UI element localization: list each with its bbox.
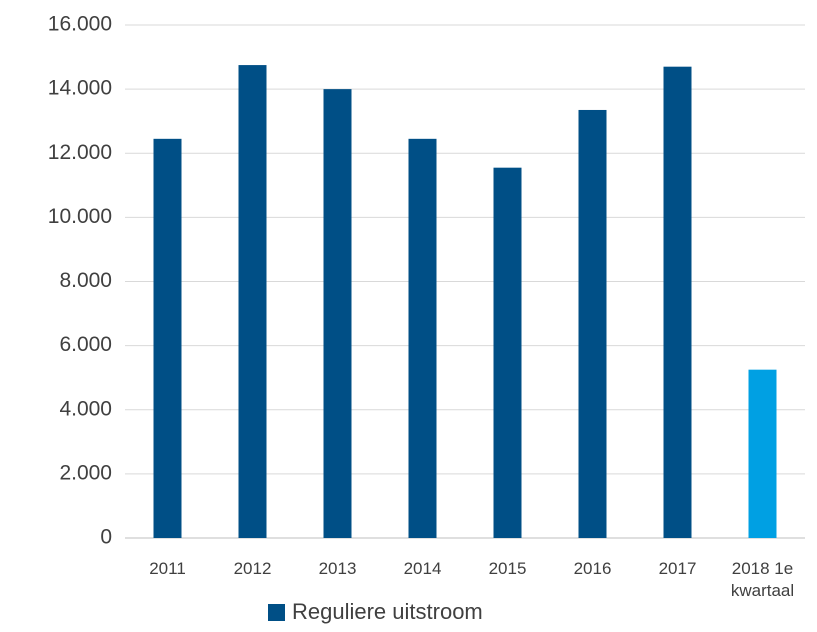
- y-tick-label: 10.000: [48, 205, 112, 228]
- x-tick-label: 2017: [658, 559, 697, 578]
- x-tick-label: 2014: [403, 559, 442, 578]
- x-tick-label: 2016: [573, 559, 612, 578]
- y-tick-label: 0: [100, 526, 112, 549]
- legend-label: Reguliere uitstroom: [292, 599, 483, 624]
- legend-swatch: [268, 604, 285, 621]
- bar: [408, 138, 437, 538]
- y-tick-label: 2.000: [59, 461, 112, 484]
- y-tick-label: 14.000: [48, 77, 112, 100]
- y-tick-label: 12.000: [48, 141, 112, 164]
- y-tick-label: 16.000: [48, 13, 112, 36]
- bar: [578, 109, 607, 538]
- bar: [238, 65, 267, 538]
- bar: [748, 369, 777, 538]
- x-tick-label: 2011: [149, 559, 186, 578]
- x-tick-label: 2018 1e kwartaal: [730, 559, 795, 600]
- bar: [663, 66, 692, 539]
- bar: [153, 138, 182, 538]
- bar: [323, 89, 352, 538]
- y-tick-label: 4.000: [59, 397, 112, 420]
- y-tick-label: 8.000: [59, 269, 112, 292]
- x-tick-label: 2015: [488, 559, 527, 578]
- x-tick-label: 2012: [233, 559, 272, 578]
- bar: [493, 167, 522, 538]
- x-tick-label: 2013: [318, 559, 357, 578]
- y-tick-label: 6.000: [59, 333, 112, 356]
